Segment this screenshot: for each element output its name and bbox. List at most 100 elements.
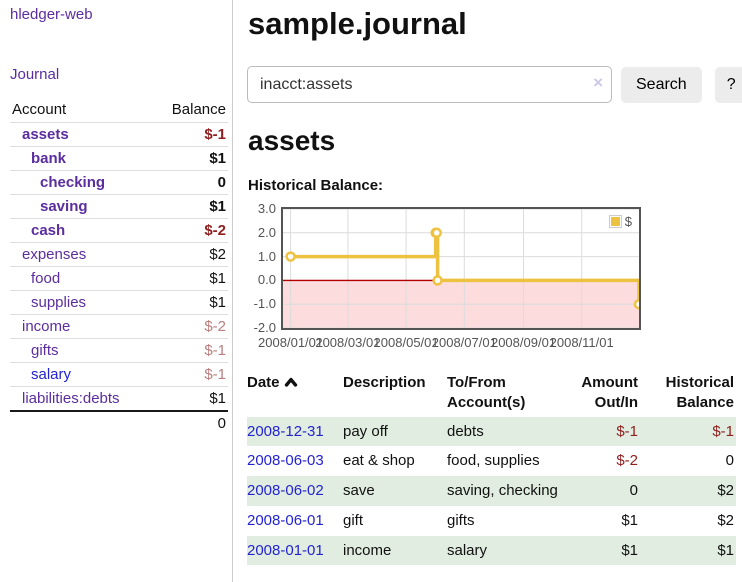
account-row: gifts $-1: [10, 338, 228, 363]
sidebar: hledger-web Journal Account Balance asse…: [0, 0, 233, 582]
transaction-date-link[interactable]: 2008-06-02: [247, 482, 324, 500]
account-row: salary $-1: [10, 362, 228, 387]
transaction-description: eat & shop: [343, 452, 415, 470]
transaction-accounts: saving, checking: [447, 482, 558, 500]
transaction-balance: 0: [725, 452, 734, 470]
account-link-supplies[interactable]: supplies: [31, 294, 87, 311]
transaction-balance: $-1: [712, 422, 734, 440]
transaction-amount: $-1: [616, 422, 638, 440]
transaction-date-link[interactable]: 2008-06-03: [247, 452, 324, 470]
account-balance: $2: [152, 242, 228, 267]
sort-ascending-icon: [284, 373, 298, 393]
main-content: sample.journal × Search ? assets Histori…: [247, 0, 742, 566]
transaction-accounts: debts: [447, 422, 484, 440]
transaction-balance: $1: [717, 541, 734, 559]
account-balance: $1: [152, 290, 228, 315]
transaction-date-link[interactable]: 2008-01-01: [247, 541, 324, 559]
register-header-balance: Historical Balance: [665, 374, 734, 411]
account-row: supplies $1: [10, 290, 228, 315]
account-link-expenses[interactable]: expenses: [22, 246, 87, 263]
register-row: 2008-06-02 save saving, checking 0 $2: [247, 476, 736, 506]
transaction-date-link[interactable]: 2008-12-31: [247, 422, 324, 440]
account-balance: $1: [152, 266, 228, 291]
account-row: income $-2: [10, 314, 228, 339]
account-link-bank[interactable]: bank: [31, 150, 67, 167]
transaction-description: pay off: [343, 422, 388, 440]
x-axis-tick-label: 2008/03/01: [315, 335, 381, 350]
transaction-accounts: gifts: [447, 511, 475, 529]
account-balance: $-1: [152, 338, 228, 363]
accounts-balance-table: Account Balance assets $-1 bank $1 check…: [10, 98, 228, 435]
account-balance: 0: [152, 170, 228, 195]
legend-series-label: $: [624, 214, 632, 229]
register-row: 2008-01-01 income salary $1 $1: [247, 535, 736, 566]
account-link-income[interactable]: income: [22, 318, 71, 335]
transaction-accounts: food, supplies: [447, 452, 540, 470]
account-row: expenses $2: [10, 242, 228, 267]
transaction-description: gift: [343, 511, 364, 529]
register-header-description: Description: [343, 374, 426, 391]
account-row: bank $1: [10, 146, 228, 171]
y-axis-tick-label: -2.0: [253, 320, 276, 335]
account-link-assets[interactable]: assets: [22, 126, 69, 143]
y-axis-tick-label: 0.0: [257, 272, 276, 288]
x-axis-tick-label: 2008/09/01: [490, 335, 557, 350]
account-link-liabilities-debts[interactable]: liabilities:debts: [22, 390, 120, 407]
register-header-account: To/From Account(s): [447, 374, 526, 411]
account-link-food[interactable]: food: [31, 270, 61, 287]
account-link-salary[interactable]: salary: [31, 366, 72, 383]
y-axis-tick-label: 1.0: [257, 248, 276, 264]
account-balance: $-1: [152, 122, 228, 147]
accounts-total-value: 0: [152, 410, 228, 435]
register-row: 2008-06-01 gift gifts $1 $2: [247, 506, 736, 536]
account-row: assets $-1: [10, 122, 228, 147]
chart-legend: $: [606, 213, 634, 230]
account-row: saving $1: [10, 194, 228, 219]
accounts-header-balance: Balance: [171, 101, 226, 118]
chart-canvas: [283, 209, 639, 328]
register-row: 2008-12-31 pay off debts $-1 $-1: [247, 416, 736, 447]
x-axis-tick-label: 2008/11/01: [549, 335, 614, 350]
y-axis-tick-label: 3.0: [257, 201, 276, 216]
transaction-amount: 0: [629, 482, 638, 500]
register-table: Date Description To/From Account(s) Amou…: [247, 369, 736, 566]
register-row: 2008-06-03 eat & shop food, supplies $-2…: [247, 446, 736, 476]
account-row: cash $-2: [10, 218, 228, 243]
transaction-accounts: salary: [447, 541, 488, 559]
account-balance: $1: [152, 146, 228, 171]
register-header-row: Date Description To/From Account(s) Amou…: [247, 369, 736, 417]
transaction-amount: $1: [621, 541, 638, 559]
transaction-date-link[interactable]: 2008-06-01: [247, 511, 324, 529]
transaction-balance: $2: [717, 511, 734, 529]
account-link-saving[interactable]: saving: [40, 198, 88, 215]
account-link-checking[interactable]: checking: [40, 174, 106, 191]
account-balance: $-2: [152, 218, 228, 243]
search-form: × Search ?: [247, 66, 742, 103]
nav-journal-link[interactable]: Journal: [10, 66, 60, 83]
clear-search-icon[interactable]: ×: [593, 73, 603, 92]
search-input[interactable]: [247, 66, 612, 103]
account-page-title: assets: [248, 125, 336, 156]
y-axis-tick-label: 2.0: [257, 224, 276, 240]
accounts-header-row: Account Balance: [10, 98, 228, 123]
y-axis-tick-label: -1.0: [253, 296, 276, 312]
register-header-date[interactable]: Date: [247, 369, 343, 417]
search-button[interactable]: Search: [621, 66, 702, 103]
register-header-amount: Amount Out/In: [581, 374, 638, 411]
x-axis-tick-label: 2008/05/01: [373, 335, 439, 350]
x-axis-tick-label: 2008/07/01: [431, 335, 497, 350]
transaction-description: income: [343, 541, 392, 559]
account-row: food $1: [10, 266, 228, 291]
help-button[interactable]: ?: [714, 66, 742, 103]
chart-plot-area: $: [281, 207, 641, 330]
account-link-gifts[interactable]: gifts: [31, 342, 59, 359]
legend-swatch-icon: [608, 215, 622, 228]
chart-label: Historical Balance:: [248, 177, 384, 194]
transaction-balance: $2: [717, 482, 734, 500]
account-balance: $-1: [152, 362, 228, 387]
account-link-cash[interactable]: cash: [31, 222, 66, 239]
page-title: sample.journal: [248, 6, 467, 41]
accounts-header-account: Account: [12, 101, 67, 118]
x-axis-tick-label: 2008/01/01: [258, 335, 324, 350]
app-brand-link[interactable]: hledger-web: [10, 6, 93, 23]
